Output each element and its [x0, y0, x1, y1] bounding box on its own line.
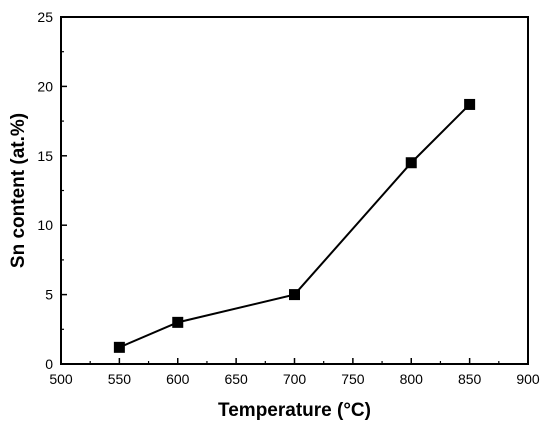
x-tick-label: 600 — [166, 371, 190, 387]
x-tick-label: 500 — [49, 371, 73, 387]
x-tick-label: 650 — [224, 371, 248, 387]
x-tick-label: 550 — [108, 371, 132, 387]
y-tick-label: 20 — [37, 78, 53, 94]
x-tick-label: 850 — [458, 371, 482, 387]
series — [113, 98, 476, 353]
tick-labels: 500 550 600 650 700 750 800 850 900 0 5 10 15 20 25 — [37, 9, 539, 387]
y-tick-label: 5 — [45, 287, 53, 303]
ticks — [60, 16, 529, 365]
x-tick-label: 900 — [516, 371, 540, 387]
y-tick-label: 10 — [37, 217, 53, 233]
data-point — [289, 289, 300, 301]
data-point — [464, 98, 476, 110]
x-axis-title: Temperature (°C) — [218, 400, 371, 421]
data-point — [405, 157, 417, 169]
data-point — [172, 316, 184, 328]
x-tick-label: 700 — [283, 371, 307, 387]
data-point — [113, 341, 125, 353]
y-tick-label: 25 — [37, 9, 53, 25]
x-tick-label: 750 — [341, 371, 365, 387]
y-tick-label: 15 — [37, 148, 53, 164]
y-axis-title: Sn content (at.%) — [8, 113, 29, 268]
y-tick-label: 0 — [45, 356, 53, 372]
x-tick-label: 800 — [400, 371, 424, 387]
plot-frame — [60, 16, 529, 365]
series-line — [118, 103, 471, 349]
